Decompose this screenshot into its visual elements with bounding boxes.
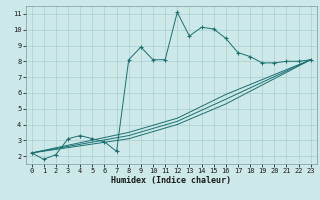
X-axis label: Humidex (Indice chaleur): Humidex (Indice chaleur) bbox=[111, 176, 231, 185]
